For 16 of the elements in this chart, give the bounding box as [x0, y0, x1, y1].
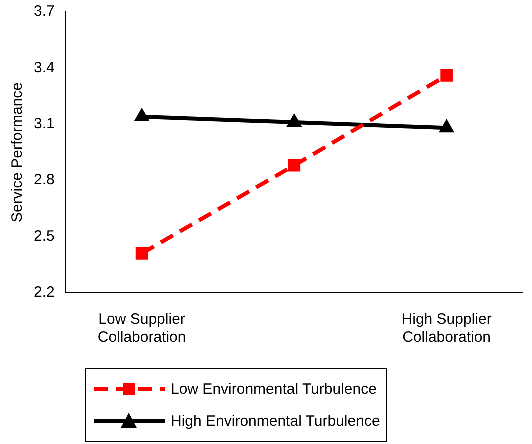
point [439, 120, 454, 133]
point [134, 108, 150, 122]
point [136, 248, 148, 260]
x-tick-label: High Supplier Collaboration [402, 311, 492, 346]
y-tick-label: 3.1 [34, 116, 55, 133]
y-tick-label: 3.7 [34, 3, 55, 20]
y-tick-label: 2.8 [34, 172, 55, 189]
point [288, 159, 301, 172]
y-tick-label: 3.4 [34, 59, 55, 76]
y-tick-label: 2.5 [34, 228, 55, 245]
point [287, 114, 302, 128]
x-tick-label: Low Supplier Collaboration [98, 311, 186, 346]
y-axis-title: Service Performance [9, 82, 26, 223]
y-tick-label: 2.2 [34, 284, 55, 302]
legend-label: High Environmental Turbulence [171, 412, 380, 430]
legend-label: Low Environmental Turbulence [171, 380, 377, 398]
